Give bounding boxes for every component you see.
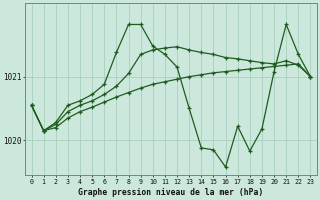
X-axis label: Graphe pression niveau de la mer (hPa): Graphe pression niveau de la mer (hPa) [78,188,264,197]
